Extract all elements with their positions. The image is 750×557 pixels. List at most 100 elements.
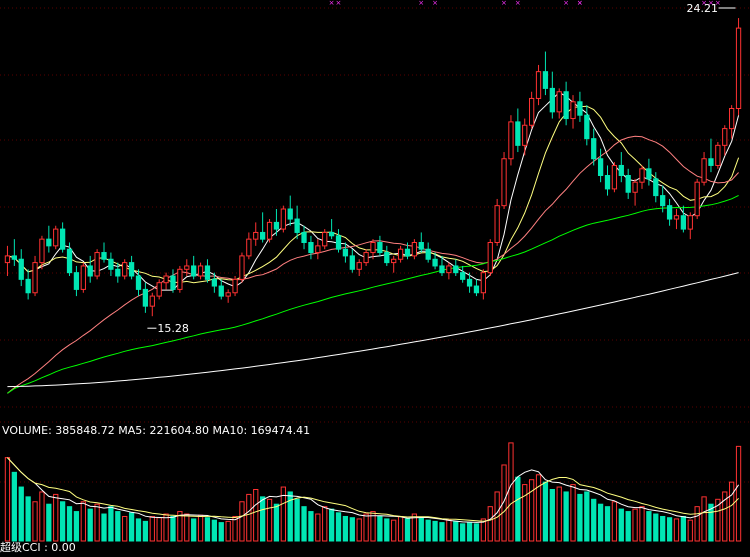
- volume-bar-72: [501, 464, 507, 542]
- candle-29: [204, 259, 211, 283]
- candle-body-92: [639, 168, 645, 183]
- volume-bar-4: [32, 501, 38, 542]
- volume-bar-99: [687, 519, 693, 542]
- candle-body-34: [239, 255, 245, 280]
- candle-34: [239, 252, 245, 283]
- volume-ma-lines: [7, 457, 740, 523]
- volume-bar-64: [446, 519, 452, 542]
- candle-18: [128, 255, 135, 280]
- volume-bar-81: [563, 491, 569, 542]
- candle-46: [322, 229, 328, 250]
- candle-82: [570, 95, 576, 129]
- volume-bar-38: [266, 498, 273, 542]
- candle-body-59: [411, 242, 418, 257]
- volume-bar-44: [308, 511, 314, 542]
- volume-bar-68: [473, 523, 480, 542]
- volume-bar-17: [122, 515, 128, 542]
- candle-body-20: [142, 288, 149, 307]
- candle-56: [391, 255, 397, 273]
- volume-bar-8: [59, 501, 66, 542]
- volume-bar-7: [53, 493, 59, 542]
- candle-3: [25, 269, 31, 300]
- volume-bar-3: [25, 496, 31, 542]
- volume-bar-6: [46, 503, 52, 542]
- volume-ma5: MA5: 221604.80: [118, 424, 209, 437]
- volume-ma10-line: [7, 457, 739, 522]
- candle-92: [639, 165, 645, 189]
- volume-bar-13: [94, 503, 100, 542]
- candle-body-6: [46, 238, 52, 247]
- candle-body-37: [260, 231, 266, 240]
- candle-58: [404, 242, 411, 260]
- volume-bar-19: [135, 518, 142, 542]
- volume-bar-42: [294, 498, 300, 542]
- candle-24: [170, 269, 176, 293]
- candle-5: [39, 235, 45, 270]
- ma250-line: [7, 272, 739, 388]
- candle-1: [11, 239, 17, 266]
- candle-body-72: [501, 158, 507, 207]
- volume-bar-1: [11, 471, 17, 542]
- candle-16: [115, 262, 121, 283]
- candle-103: [715, 142, 721, 169]
- candle-76: [528, 91, 535, 129]
- candle-17: [122, 259, 128, 280]
- signal-marker-1: ×: [336, 0, 342, 7]
- signal-marker-7: ×: [577, 0, 583, 7]
- candle-body-46: [322, 231, 328, 247]
- candle-60: [418, 232, 424, 253]
- candle-75: [522, 118, 528, 156]
- candle-body-40: [280, 208, 286, 230]
- low-price-label: 15.28: [157, 322, 189, 335]
- volume-bar-61: [425, 519, 431, 542]
- volume-bar-73: [508, 442, 514, 542]
- candle-body-39: [273, 221, 280, 230]
- candle-body-99: [687, 215, 693, 230]
- candle-50: [349, 249, 355, 273]
- candle-body-75: [522, 124, 528, 146]
- candle-28: [197, 262, 204, 280]
- candle-body-76: [528, 97, 535, 126]
- volume-bar-5: [39, 491, 45, 542]
- grid-lines: [0, 7, 750, 483]
- volume-bar-79: [549, 489, 555, 542]
- volume-bar-11: [80, 501, 86, 542]
- candle-90: [625, 168, 631, 199]
- candle-body-106: [735, 27, 742, 110]
- candle-23: [163, 272, 169, 290]
- candle-11: [80, 262, 86, 293]
- volume-bar-22: [156, 517, 162, 542]
- candle-94: [653, 172, 659, 203]
- candle-66: [460, 265, 466, 283]
- candle-37: [260, 212, 266, 243]
- candle-body-19: [135, 275, 142, 290]
- signal-marker-4: ×: [501, 0, 507, 7]
- candle-62: [432, 252, 438, 270]
- volume-bar-70: [487, 506, 493, 542]
- candle-body-95: [660, 195, 666, 207]
- candle-71: [494, 198, 500, 246]
- candle-40: [280, 205, 286, 233]
- candle-body-101: [701, 158, 707, 183]
- candle-body-47: [328, 231, 335, 237]
- candle-body-3: [25, 278, 31, 294]
- candle-body-94: [653, 178, 659, 197]
- candle-68: [473, 279, 480, 297]
- candle-body-55: [384, 252, 390, 264]
- high-price-label: 24.21: [687, 2, 719, 15]
- candle-83: [577, 91, 583, 122]
- candle-104: [722, 125, 728, 156]
- candle-89: [618, 152, 624, 183]
- candle-102: [708, 138, 714, 173]
- candle-87: [604, 165, 611, 196]
- volume-bar-60: [418, 517, 424, 542]
- volume-bar-10: [73, 511, 80, 542]
- volume-bar-92: [639, 506, 645, 542]
- candle-96: [666, 198, 673, 226]
- candle-65: [453, 259, 459, 276]
- volume-ma10: MA10: 169474.41: [212, 424, 311, 437]
- candle-body-2: [18, 258, 24, 280]
- candle-body-69: [480, 272, 486, 294]
- volume-bar-40: [280, 486, 286, 542]
- candle-body-65: [453, 265, 459, 274]
